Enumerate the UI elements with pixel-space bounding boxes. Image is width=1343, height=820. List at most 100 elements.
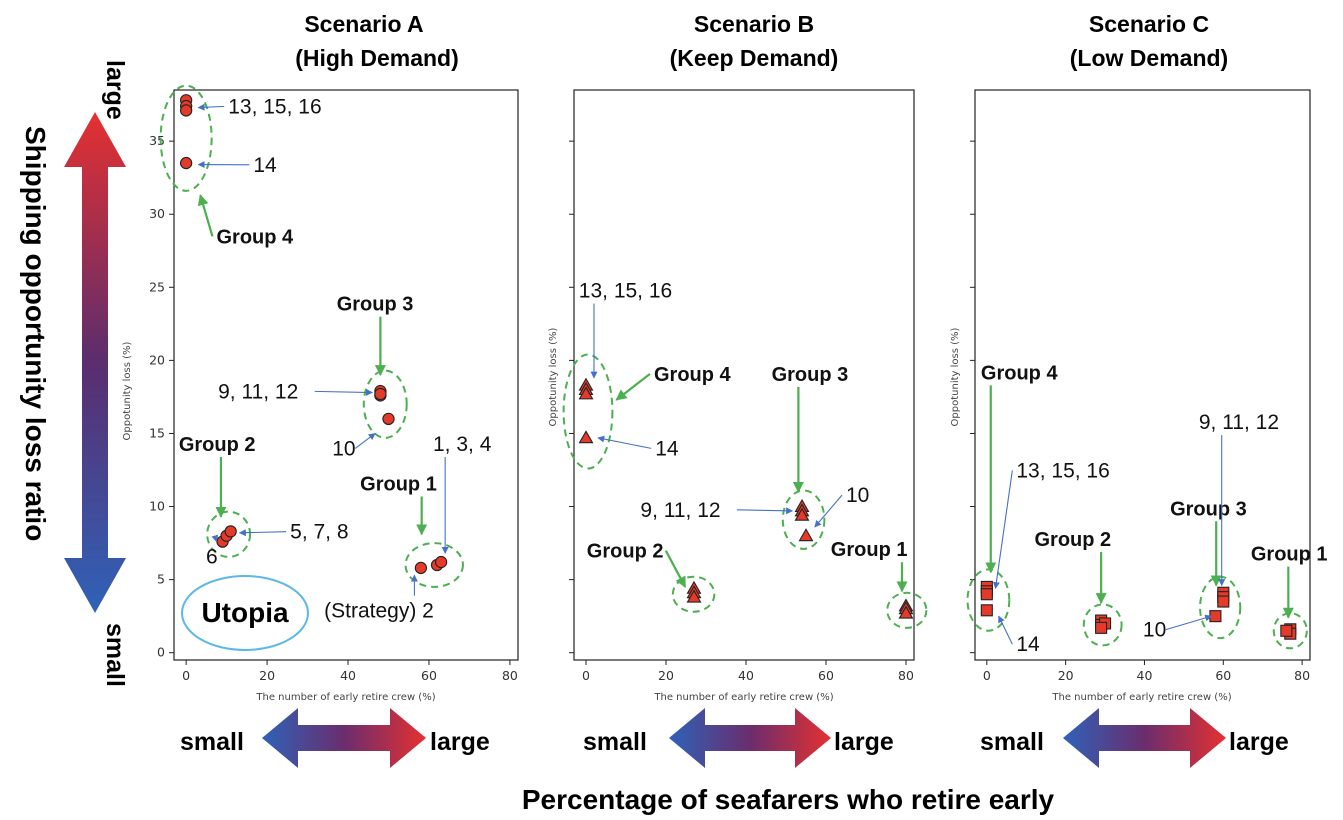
annotation-arrow-c — [1165, 614, 1213, 631]
scenario-b-xlabel: The number of early retire crew (%) — [653, 692, 833, 703]
point-label-a: 5, 7, 8 — [290, 521, 348, 544]
point-label-c: 13, 15, 16 — [1016, 459, 1109, 482]
data-point-b — [578, 386, 594, 400]
annotation-arrow-a — [238, 529, 287, 537]
group-ellipse-a — [206, 510, 252, 558]
annotation-arrow-b — [615, 372, 651, 401]
scenario-c-panel: Scenario C (Low Demand) The number of ea… — [950, 11, 1328, 703]
scenario-b-panel: Scenario B (Keep Demand) The number of e… — [548, 11, 928, 703]
x-tick-label-b: 20 — [658, 668, 674, 683]
annotation-arrow-c — [992, 470, 1013, 590]
plot-frame-a — [173, 89, 519, 661]
point-label-b: 10 — [846, 484, 869, 507]
x-scale-c: small large — [980, 708, 1289, 768]
point-label-a: 1, 3, 4 — [433, 433, 492, 456]
x-tick-label-c: 80 — [1294, 668, 1310, 683]
point-label-a: 14 — [253, 154, 277, 177]
x-tick-label-b: 80 — [898, 668, 914, 683]
data-point-b — [898, 605, 914, 619]
x-small-label-c: small — [980, 728, 1044, 756]
annotation-arrow-c — [998, 615, 1013, 645]
x-small-label-b: small — [583, 728, 647, 756]
y-gradient-arrow — [64, 112, 126, 613]
point-label-c: 9, 11, 12 — [1199, 411, 1279, 434]
group-ellipse-a — [404, 542, 464, 588]
group-ellipse-c — [1082, 603, 1123, 647]
data-point-c — [980, 604, 993, 617]
scenario-b-subtitle: (Keep Demand) — [670, 45, 839, 71]
data-point-a — [224, 525, 237, 538]
annotation-arrow-a — [197, 194, 214, 237]
data-point-a — [382, 412, 395, 425]
group-label-b: Group 3 — [772, 364, 849, 386]
annotation-arrow-a — [197, 103, 225, 111]
data-point-a — [179, 104, 193, 117]
scenario-a-panel: Scenario A (High Demand) Utopia The numb… — [122, 11, 519, 703]
y-tick-label-a: 35 — [149, 133, 165, 148]
annotation-arrow-a — [314, 388, 374, 396]
y-tick-label-a: 20 — [149, 352, 165, 367]
y-tick-label-a: 30 — [149, 206, 165, 221]
x-small-label-a: small — [180, 728, 244, 756]
x-tick-label-a: 0 — [182, 668, 190, 683]
group-ellipse-b — [781, 489, 826, 550]
scenario-c-title: Scenario C — [1089, 11, 1209, 37]
scenario-a-title: Scenario A — [304, 11, 423, 37]
x-tick-label-a: 40 — [340, 668, 356, 683]
x-gradient-arrow-c — [1063, 708, 1226, 768]
scenario-c-ylabel: Oppotunity loss (%) — [950, 327, 961, 426]
group-label-a: Group 1 — [360, 473, 437, 495]
group-ellipse-b — [886, 591, 928, 629]
group-ellipse-b — [562, 353, 614, 470]
data-point-c — [980, 588, 993, 601]
group-label-c: Group 2 — [1035, 529, 1112, 551]
point-label-a: 13, 15, 16 — [228, 95, 321, 118]
annotation-arrow-b — [597, 435, 652, 449]
group-ellipse-a — [159, 84, 213, 192]
group-ellipse-c — [1272, 612, 1308, 650]
data-point-a — [414, 561, 428, 575]
point-label-a: 9, 11, 12 — [218, 380, 298, 403]
x-large-label-a: large — [430, 728, 490, 756]
x-tick-label-a: 80 — [502, 668, 518, 683]
point-label-b: 9, 11, 12 — [640, 499, 720, 522]
scenario-b-title: Scenario B — [694, 11, 814, 37]
group-label-b: Group 2 — [587, 541, 664, 563]
scenario-c-subtitle: (Low Demand) — [1070, 45, 1228, 71]
x-scale-a: small large — [180, 708, 490, 768]
data-point-c — [1209, 610, 1222, 623]
y-tick-label-a: 0 — [157, 645, 165, 660]
plot-frame-c — [974, 89, 1311, 661]
point-label-a: 6 — [206, 546, 218, 569]
data-point-b — [794, 507, 810, 521]
annotation-arrow-a — [354, 433, 376, 449]
x-large-label-b: large — [834, 728, 894, 756]
utopia-label: Utopia — [201, 597, 289, 628]
y-small-label: small — [101, 623, 129, 687]
x-tick-label-a: 60 — [421, 668, 437, 683]
scenario-a-subtitle: (High Demand) — [295, 45, 459, 71]
scenario-b-ylabel: Oppotunity loss (%) — [548, 327, 559, 426]
group-ellipse-b — [671, 575, 716, 613]
group-label-a: Group 3 — [337, 294, 414, 316]
x-tick-label-b: 40 — [738, 668, 754, 683]
data-point-b — [686, 589, 702, 603]
x-tick-label-b: 60 — [818, 668, 834, 683]
group-label-b: Group 1 — [831, 539, 908, 561]
point-label-a: 10 — [332, 437, 355, 460]
x-tick-label-c: 40 — [1137, 668, 1153, 683]
y-tick-label-a: 25 — [149, 279, 165, 294]
y-tick-label-a: 15 — [149, 425, 165, 440]
data-point-b — [578, 430, 594, 444]
point-label-c: 14 — [1016, 633, 1040, 656]
group-label-c: Group 3 — [1170, 498, 1247, 520]
y-axis-title: Shipping opportunity loss ratio — [20, 126, 51, 541]
data-point-b — [798, 528, 814, 542]
data-point-c — [1217, 595, 1230, 608]
plot-frame-b — [573, 89, 915, 661]
group-label-c: Group 1 — [1251, 544, 1328, 566]
data-point-a — [434, 555, 448, 569]
annotation-arrow-b — [736, 507, 794, 515]
point-label-b: 13, 15, 16 — [579, 280, 672, 303]
